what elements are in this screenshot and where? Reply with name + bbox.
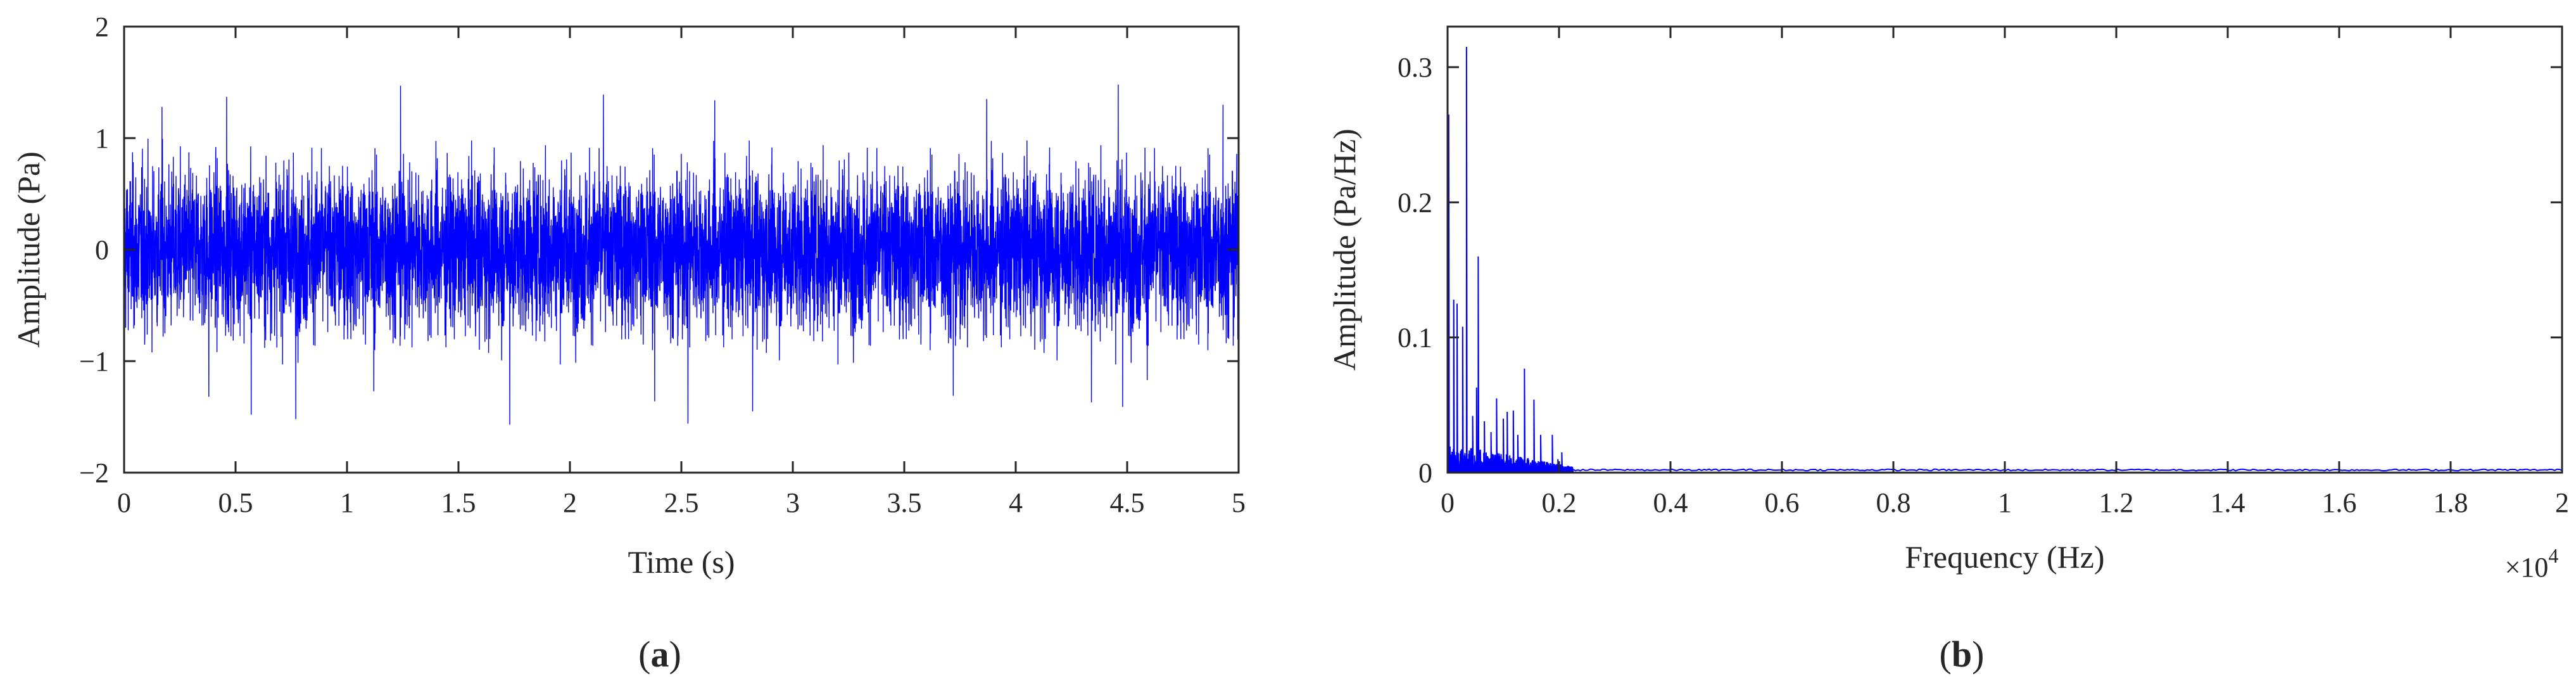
b-x-ticks: 0 0.2 0.4 0.6 0.8 1 1.2 1.4 1.6 1.8 2 [1441,27,2569,518]
a-panel-letter: a [651,634,669,675]
b-x-axis-label: Frequency (Hz) [1905,539,2104,575]
x-tick-label: 0 [117,487,131,518]
x-tick-label: 4 [1009,487,1023,518]
x-tick-label: 0.8 [1876,487,1911,518]
x-tick-label: 1 [340,487,354,518]
y-tick-label: −2 [79,457,109,488]
b-y-axis-label: Amplitude (Pa/Hz) [1327,129,1362,371]
a-signal-line [123,84,1239,425]
a-y-ticks: −2 −1 0 1 2 [79,11,1239,488]
x-tick-label: 1.8 [2434,487,2468,518]
y-tick-label: 0.3 [1398,52,1432,83]
a-x-ticks: 0 0.5 1 1.5 2 2.5 3 3.5 4 4.5 5 [117,27,1246,518]
y-tick-label: 0 [95,234,109,265]
a-x-axis-label: Time (s) [628,544,735,580]
chart-b: 0 0.2 0.4 0.6 0.8 1 1.2 1.4 1.6 1.8 2 0 0.1 0.2 0.3 F… [1327,25,2569,675]
x-tick-label: 0.6 [1765,487,1800,518]
y-tick-label: 0.2 [1398,187,1432,218]
x-tick-label: 1.5 [441,487,476,518]
x-tick-label: 0 [1441,487,1455,518]
x-tick-label: 1.2 [2099,487,2134,518]
x-tick-label: 0.2 [1542,487,1577,518]
x-tick-label: 4.5 [1110,487,1145,518]
b-x-multiplier: ×104 [2505,544,2559,583]
x-tick-label: 2 [563,487,577,518]
y-tick-label: 2 [95,11,109,42]
b-y-ticks: 0 0.1 0.2 0.3 [1398,52,2562,488]
x-tick-label: 3.5 [887,487,922,518]
y-tick-label: 0 [1418,457,1432,488]
b-panel-letter: b [1952,634,1972,675]
x-tick-label: 2 [2555,487,2569,518]
x-tick-label: 5 [1232,487,1246,518]
x-tick-label: 0.5 [218,487,253,518]
y-tick-label: 1 [95,123,109,154]
y-tick-label: −1 [79,346,109,377]
chart-a: 0 0.5 1 1.5 2 2.5 3 3.5 4 4.5 5 −2 −1 0 1 2 Time (s) A… [11,11,1246,675]
b-plot-frame [1446,25,2563,474]
a-signal-path [123,84,1239,425]
b-panel-label: (b) [1940,634,1985,675]
x-tick-label: 1.4 [2211,487,2245,518]
x-tick-label: 1.6 [2322,487,2357,518]
x-tick-label: 2.5 [664,487,699,518]
x-tick-label: 0.4 [1653,487,1688,518]
b-spectrum-line [1447,46,2563,473]
y-tick-label: 0.1 [1398,322,1432,354]
a-panel-label: (a) [638,634,681,675]
x-tick-label: 1 [1998,487,2012,518]
b-spectrum-path [1447,46,2563,473]
a-y-axis-label: Amplitude (Pa) [11,151,46,348]
x-tick-label: 3 [786,487,800,518]
